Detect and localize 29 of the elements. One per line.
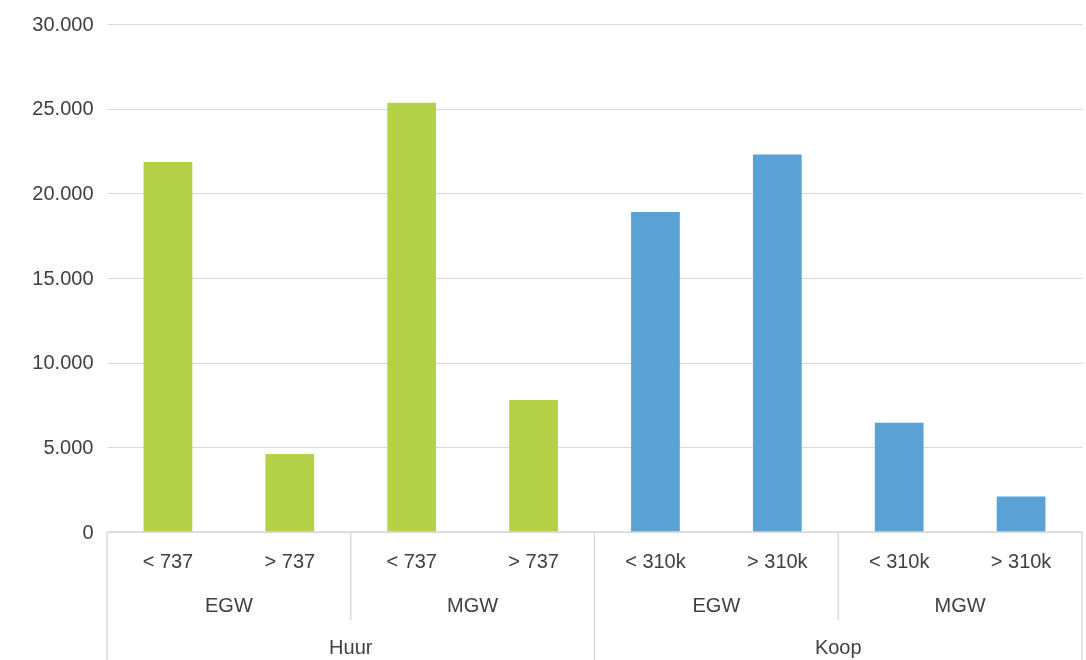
text: Huur	[329, 636, 373, 658]
bar	[874, 422, 924, 532]
x-tick-label: > 737	[508, 550, 559, 572]
x-tick-label: > 737	[264, 550, 316, 572]
x-tick-label: > 310k	[990, 550, 1053, 572]
y-tick-label: 5.000	[43, 435, 94, 458]
text: MGW	[447, 594, 499, 616]
text: MGW	[934, 594, 986, 616]
x-tick-label: > 310k	[747, 550, 809, 572]
x-tick-label: < 737	[142, 550, 194, 572]
text: EGW	[204, 594, 253, 616]
y-tick-label: 30.000	[32, 12, 94, 35]
text: EGW	[692, 594, 741, 616]
bar	[752, 154, 802, 532]
bar	[996, 496, 1046, 532]
x-tick-label: < 310k	[625, 550, 687, 572]
bar	[387, 102, 437, 532]
text: Koop	[814, 636, 862, 658]
y-tick-label: 20.000	[32, 181, 94, 204]
x-tick-label: < 310k	[868, 550, 931, 572]
x-tick-label: < 737	[386, 550, 437, 572]
y-tick-label: 25.000	[32, 97, 94, 120]
y-tick-label: 15.000	[32, 266, 94, 289]
bar	[509, 399, 558, 532]
bar	[631, 211, 680, 532]
y-tick-label: 0	[82, 520, 94, 543]
y-tick-label: 10.000	[32, 351, 94, 374]
bar	[143, 162, 193, 532]
bar	[265, 454, 315, 532]
